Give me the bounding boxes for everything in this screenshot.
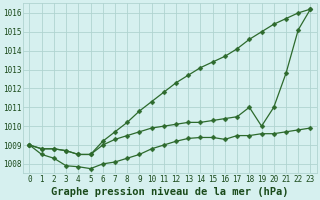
X-axis label: Graphe pression niveau de la mer (hPa): Graphe pression niveau de la mer (hPa): [51, 186, 289, 197]
